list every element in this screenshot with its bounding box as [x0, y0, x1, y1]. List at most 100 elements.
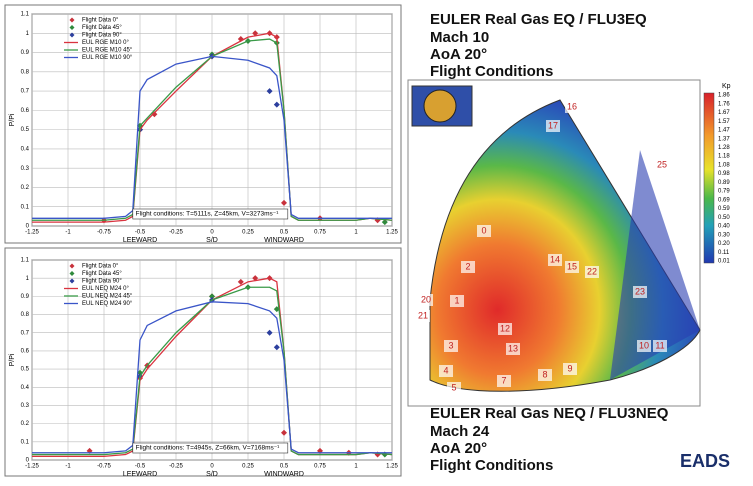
x-axis-label: LEEWARD	[123, 471, 157, 478]
y-tick-label: 0.7	[21, 330, 30, 336]
legend-label: Flight Data 45°	[82, 271, 122, 277]
capsule-shade	[610, 150, 700, 380]
data-point	[252, 275, 259, 282]
colorbar-label: 1.37	[718, 136, 730, 142]
y-tick-label: 0.6	[21, 108, 30, 114]
label-box	[447, 382, 461, 394]
legend-marker	[69, 32, 75, 38]
x-tick-label: 0.75	[314, 230, 326, 236]
x-tick-label: 0.5	[280, 464, 289, 470]
data-point	[252, 30, 259, 37]
panel-title: EULER Real Gas EQ / FLU3EQ	[430, 11, 647, 28]
x-tick-label: 1.25	[386, 230, 398, 236]
colorbar-label: 1.47	[718, 128, 730, 134]
y-tick-label: 0.7	[21, 89, 30, 95]
data-point	[381, 219, 388, 226]
colorbar-label: 0.89	[718, 180, 730, 186]
y-tick-label: 0.3	[21, 166, 30, 172]
y-axis-label: P/Pi	[9, 353, 16, 366]
legend-label: EUL RGE M10 45°	[82, 48, 133, 54]
colorbar-label: 0.50	[718, 215, 730, 221]
annotation-box	[132, 208, 289, 220]
capsule-label: 20	[421, 294, 431, 304]
annotation: Flight conditions: T=4945s, Z=66km, V=71…	[136, 445, 281, 452]
label-box	[653, 340, 667, 352]
x-axis-label: S/D	[206, 237, 218, 244]
y-tick-label: 0	[26, 224, 30, 230]
panel-line: Mach 24	[430, 423, 490, 440]
colorbar-label: 1.86	[718, 93, 730, 99]
y-tick-label: 0.2	[21, 185, 30, 191]
y-tick-label: 1	[26, 276, 30, 282]
y-tick-label: 0.9	[21, 294, 30, 300]
colorbar-label: 0.69	[718, 197, 730, 203]
x-axis-label: S/D	[206, 471, 218, 478]
capsule-label: 25	[657, 159, 667, 169]
capsule-label: 1	[454, 295, 459, 305]
capsule-label: 13	[508, 343, 518, 353]
panel-line: Flight Conditions	[430, 63, 553, 80]
data-point	[273, 344, 280, 351]
legend-label: EUL RGE M10 0°	[82, 40, 129, 46]
chart-frame	[4, 247, 402, 477]
label-box	[497, 375, 511, 387]
x-tick-label: -0.5	[135, 464, 146, 470]
legend-label: EUL NEQ M24 45°	[82, 294, 133, 300]
panel-line: Flight Conditions	[430, 457, 553, 474]
capsule-label: 7	[501, 375, 506, 385]
panel-line: AoA 20°	[430, 46, 487, 63]
legend-label: Flight Data 45°	[82, 25, 122, 31]
legend-label: Flight Data 90°	[82, 279, 122, 285]
x-axis-label: LEEWARD	[123, 237, 157, 244]
data-point	[209, 293, 215, 300]
chart-frame	[4, 4, 402, 244]
x-tick-label: -1.25	[25, 230, 39, 236]
x-tick-label: 0.5	[280, 230, 289, 236]
x-tick-label: 0.75	[314, 464, 326, 470]
colorbar-label: 0.98	[718, 171, 730, 177]
panel-line: Mach 10	[430, 29, 489, 46]
y-tick-label: 0.6	[21, 348, 30, 354]
panel-title: EULER Real Gas NEQ / FLU3NEQ	[430, 405, 669, 422]
capsule-label: 0	[481, 225, 486, 235]
logo: EADS	[680, 451, 730, 471]
colorbar-label: 0.30	[718, 232, 730, 238]
x-tick-label: 0	[210, 230, 214, 236]
series-line	[32, 286, 393, 456]
colorbar-label: 1.28	[718, 145, 730, 151]
y-tick-label: 0.5	[21, 367, 30, 373]
label-box	[498, 323, 512, 335]
x-tick-label: 0	[210, 464, 214, 470]
label-box	[477, 225, 491, 237]
x-tick-label: -0.5	[135, 230, 146, 236]
panel-line: AoA 20°	[430, 440, 487, 457]
capsule-label: 10	[639, 340, 649, 350]
series-line	[32, 301, 392, 454]
colorbar-label: 1.08	[718, 162, 730, 168]
label-box	[461, 261, 475, 273]
x-tick-label: 1	[354, 464, 358, 470]
y-axis-label: P/Pi	[9, 113, 16, 126]
legend-marker	[69, 271, 75, 276]
colorbar-label: 1.76	[718, 101, 730, 107]
colorbar-label: 1.67	[718, 110, 730, 116]
capsule-label: 21	[418, 310, 428, 320]
x-tick-label: -1	[65, 230, 71, 236]
label-box	[450, 295, 464, 307]
label-box	[633, 286, 647, 298]
label-box	[637, 340, 651, 352]
x-tick-label: -0.25	[169, 464, 183, 470]
capsule	[411, 85, 701, 392]
data-point	[266, 329, 273, 336]
label-box	[563, 363, 577, 375]
label-box	[548, 254, 562, 266]
label-box	[585, 266, 599, 278]
legend-label: Flight Data 90°	[82, 33, 122, 39]
label-box	[439, 365, 453, 377]
emblem-seal	[423, 89, 457, 123]
x-tick-label: -0.75	[97, 464, 111, 470]
colorbar-label: 0.01	[718, 259, 730, 265]
data-point	[281, 199, 287, 206]
x-axis-label: WINDWARD	[264, 471, 304, 478]
y-tick-label: 1.1	[21, 12, 30, 18]
